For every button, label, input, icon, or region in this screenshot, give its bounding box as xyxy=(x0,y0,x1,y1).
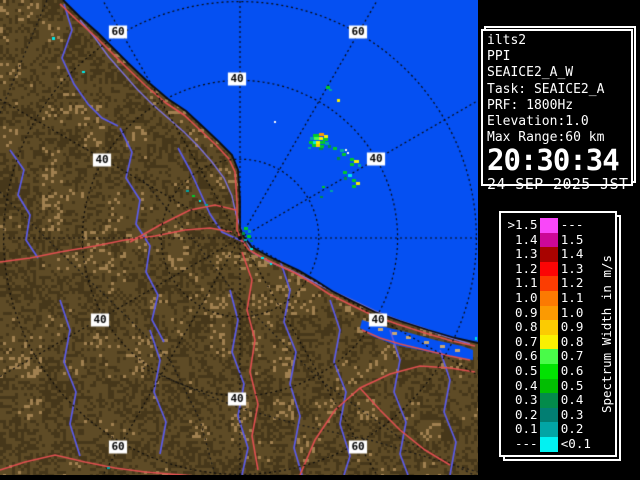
legend-right-label: 0.3 xyxy=(560,406,584,422)
legend-right-label: 1.2 xyxy=(560,275,584,291)
legend-color-swatch xyxy=(539,407,558,423)
legend-color-swatch xyxy=(539,378,558,394)
legend-right-label: 0.8 xyxy=(560,333,584,349)
legend-row: 0.4 0.5 xyxy=(503,377,599,394)
legend-color-swatch xyxy=(539,320,558,335)
legend-title: Spectrum Width in m/s xyxy=(599,254,614,414)
legend-row: 1.2 1.3 xyxy=(503,260,599,277)
legend-left-label: 0.6 xyxy=(515,348,538,364)
prf-value: PRF: 1800Hz xyxy=(487,97,574,113)
legend-right-label: 0.2 xyxy=(560,421,584,437)
legend-color-swatch xyxy=(539,422,558,437)
legend-row: 0.6 0.7 xyxy=(503,349,599,364)
legend-color-swatch xyxy=(539,393,558,408)
legend-row: 1.3 1.4 xyxy=(503,247,599,262)
legend-color-swatch xyxy=(539,363,558,379)
legend-right-label: 1.0 xyxy=(560,304,584,320)
legend-left-label: 1.3 xyxy=(515,246,538,262)
legend-right-label: --- xyxy=(560,217,584,232)
legend-row: 0.3 0.4 xyxy=(503,393,599,408)
legend-row: 0.8 0.9 xyxy=(503,320,599,335)
legend-left-label: 0.4 xyxy=(515,377,538,393)
info-panel: ilts2 PPI SEAICE2_A_W Task: SEAICE2_A PR… xyxy=(481,29,633,193)
legend-color-swatch xyxy=(539,436,558,452)
product-name: SEAICE2_A_W xyxy=(487,65,574,81)
legend-row: 0.9 1.0 xyxy=(503,304,599,321)
legend-row: 0.2 0.3 xyxy=(503,406,599,423)
legend-color-swatch xyxy=(539,261,558,277)
legend-left-label: 0.7 xyxy=(515,333,538,349)
legend-right-label: 0.5 xyxy=(560,377,584,393)
legend-left-label: 0.8 xyxy=(515,319,538,335)
legend-left-label: 1.4 xyxy=(515,231,538,247)
legend-row: 1.0 1.1 xyxy=(503,289,599,306)
legend-row: 1.1 1.2 xyxy=(503,276,599,291)
legend-left-label: 0.2 xyxy=(515,406,538,422)
legend-row: 0.1 0.2 xyxy=(503,422,599,437)
clock-time: 20:30:34 xyxy=(487,143,620,178)
legend-left-label: 0.3 xyxy=(515,392,538,408)
max-range-value: Max Range:60 km xyxy=(487,130,605,146)
legend-right-label: 1.5 xyxy=(560,231,584,247)
legend-color-swatch xyxy=(539,276,558,291)
legend-right-label: 0.9 xyxy=(560,319,584,335)
legend-right-label: <0.1 xyxy=(560,435,591,451)
legend-left-label: 1.0 xyxy=(515,289,538,305)
legend-left-label: 1.1 xyxy=(515,275,538,291)
legend-panel: >1.5 --- 1.4 1.5 1.3 1.4 1.2 1.3 1.1 1.2 1.0 1.1 0.9… xyxy=(499,211,617,457)
legend-right-label: 1.4 xyxy=(560,246,584,262)
legend-left-label: 0.1 xyxy=(515,421,538,437)
legend-row: >1.5 --- xyxy=(503,217,599,233)
scan-mode: PPI xyxy=(487,49,511,65)
legend-right-label: 0.7 xyxy=(560,348,584,364)
legend-right-label: 1.1 xyxy=(560,289,584,305)
legend-row: --- <0.1 xyxy=(503,435,599,452)
legend-left-label: 0.9 xyxy=(515,304,538,320)
legend-right-label: 1.3 xyxy=(560,260,584,276)
task-name: Task: SEAICE2_A xyxy=(487,81,605,97)
legend-color-swatch xyxy=(539,218,558,233)
legend-color-swatch xyxy=(539,247,558,262)
legend-right-label: 0.4 xyxy=(560,392,584,408)
legend-color-swatch xyxy=(539,334,558,350)
legend-row: 1.4 1.5 xyxy=(503,231,599,248)
legend-row: 0.5 0.6 xyxy=(503,362,599,379)
legend-left-label: 1.2 xyxy=(515,260,538,276)
elevation-value: Elevation:1.0 xyxy=(487,114,589,130)
legend-left-label: 0.5 xyxy=(515,362,538,378)
legend-color-swatch xyxy=(539,349,558,364)
legend-row: 0.7 0.8 xyxy=(503,333,599,350)
legend-rows: >1.5 --- 1.4 1.5 1.3 1.4 1.2 1.3 1.1 1.2 1.0 1.1 0.9… xyxy=(503,217,599,452)
legend-color-swatch xyxy=(539,305,558,321)
legend-right-label: 0.6 xyxy=(560,362,584,378)
legend-left-label: --- xyxy=(515,435,538,451)
legend-color-swatch xyxy=(539,232,558,248)
legend-left-label: >1.5 xyxy=(507,217,538,232)
site-id: ilts2 xyxy=(487,33,527,48)
clock-date: 24 SEP 2025 JST xyxy=(487,175,629,194)
radar-ppi-map xyxy=(0,0,478,475)
legend-color-swatch xyxy=(539,290,558,306)
